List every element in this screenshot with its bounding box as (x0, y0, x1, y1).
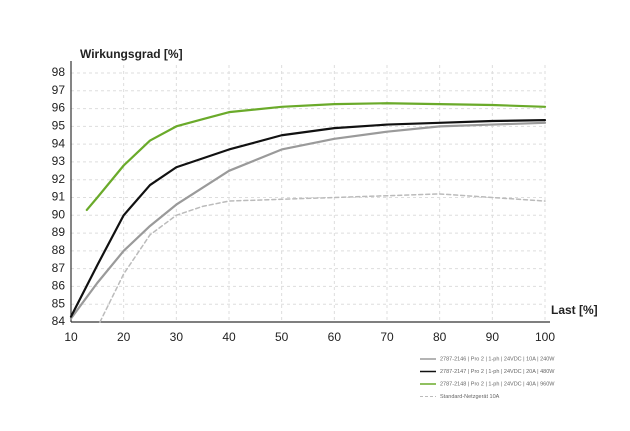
x-axis-title: Last [%] (551, 303, 598, 317)
series-line (69, 119, 547, 318)
y-tick-label: 97 (52, 83, 66, 97)
x-tick-label: 10 (64, 330, 78, 344)
x-tick-label: 50 (275, 330, 289, 344)
legend-label: 2787-2147 | Pro 2 | 1-ph | 24VDC | 20A |… (440, 369, 555, 375)
y-tick-label: 84 (52, 314, 66, 328)
series-line (85, 102, 547, 212)
x-tick-label: 80 (433, 330, 447, 344)
y-tick-label: 95 (52, 119, 66, 133)
y-tick-label: 98 (52, 65, 66, 79)
y-tick-label: 94 (52, 136, 66, 150)
series-line (99, 193, 546, 323)
y-tick-label: 91 (52, 190, 66, 204)
x-tick-label: 60 (328, 330, 342, 344)
x-tick-label: 90 (486, 330, 500, 344)
x-tick-label: 70 (380, 330, 394, 344)
series-line (69, 121, 547, 320)
x-tick-label: 30 (170, 330, 184, 344)
y-tick-label: 86 (52, 279, 66, 293)
y-tick-label: 87 (52, 261, 66, 275)
y-axis-title: Wirkungsgrad [%] (80, 47, 183, 61)
y-tick-label: 96 (52, 101, 66, 115)
x-tick-label: 100 (535, 330, 555, 344)
y-tick-label: 85 (52, 296, 66, 310)
y-tick-label: 92 (52, 172, 66, 186)
y-tick-label: 88 (52, 243, 66, 257)
legend-label: 2787-2148 | Pro 2 | 1-ph | 24VDC | 40A |… (440, 381, 555, 387)
y-tick-label: 90 (52, 207, 66, 221)
y-tick-label: 89 (52, 225, 66, 239)
legend-label: 2787-2146 | Pro 2 | 1-ph | 24VDC | 10A |… (440, 356, 555, 362)
x-tick-label: 40 (222, 330, 236, 344)
x-tick-label: 20 (117, 330, 131, 344)
legend-label: Standard-Netzgerät 10A (440, 394, 500, 400)
y-tick-label: 93 (52, 154, 66, 168)
